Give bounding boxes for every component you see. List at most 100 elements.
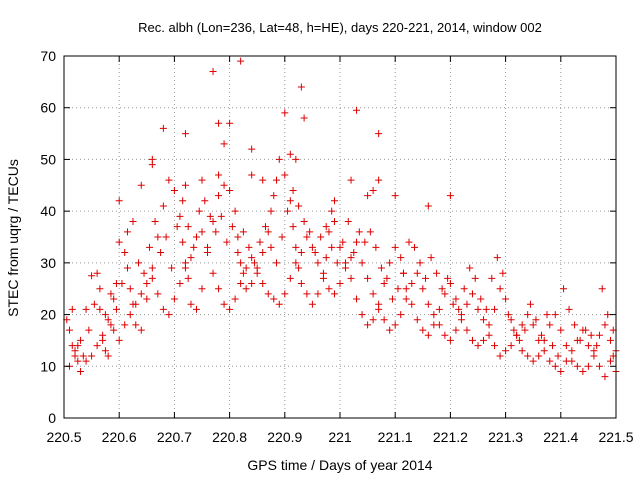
data-point (364, 321, 372, 329)
data-point (297, 83, 305, 91)
data-point (557, 367, 565, 375)
data-point (565, 305, 573, 313)
data-point (146, 243, 154, 251)
data-point (408, 300, 416, 308)
data-point (571, 321, 579, 329)
data-point (386, 326, 394, 334)
data-point (540, 347, 548, 355)
x-tick-label: 221.1 (378, 429, 413, 445)
data-point (198, 228, 206, 236)
data-point (584, 342, 592, 350)
data-point (485, 321, 493, 329)
data-point (270, 295, 278, 303)
data-point (206, 212, 214, 220)
data-point (344, 217, 352, 225)
data-point (339, 238, 347, 246)
data-point (364, 274, 372, 282)
data-point (212, 228, 220, 236)
data-point (369, 186, 377, 194)
data-point (173, 223, 181, 231)
data-point (308, 243, 316, 251)
data-point (226, 186, 234, 194)
data-point (121, 321, 129, 329)
data-point (319, 269, 327, 277)
data-point (491, 342, 499, 350)
x-tick-label: 221 (328, 429, 352, 445)
data-point (444, 274, 452, 282)
data-point (582, 326, 590, 334)
data-point (422, 274, 430, 282)
data-point (468, 290, 476, 298)
data-point (328, 207, 336, 215)
data-point (598, 285, 606, 293)
data-point (148, 274, 156, 282)
data-point (543, 311, 551, 319)
data-point (452, 295, 460, 303)
data-point (267, 207, 275, 215)
data-point (242, 264, 250, 272)
data-point (259, 176, 267, 184)
data-point (281, 290, 289, 298)
data-point (101, 311, 109, 319)
data-point (248, 145, 256, 153)
data-point (496, 285, 504, 293)
data-point (295, 264, 303, 272)
data-point (554, 352, 562, 360)
data-point (411, 243, 419, 251)
data-point (71, 347, 79, 355)
data-point (300, 217, 308, 225)
data-point (493, 254, 501, 262)
data-point (576, 336, 584, 344)
data-point (181, 130, 189, 138)
data-point (284, 207, 292, 215)
data-point (521, 326, 529, 334)
data-point (300, 114, 308, 122)
data-point (383, 274, 391, 282)
data-point (292, 243, 300, 251)
data-point (278, 233, 286, 241)
data-point (311, 249, 319, 257)
data-point (234, 233, 242, 241)
data-point (322, 254, 330, 262)
data-point (159, 124, 167, 132)
data-point (474, 342, 482, 350)
data-point (107, 321, 115, 329)
data-point (397, 311, 405, 319)
data-point (369, 316, 377, 324)
data-point (446, 336, 454, 344)
data-point (336, 243, 344, 251)
data-point (306, 228, 314, 236)
data-point (179, 197, 187, 205)
data-point (264, 290, 272, 298)
data-point (267, 243, 275, 251)
data-point (179, 238, 187, 246)
data-point (380, 316, 388, 324)
data-point (135, 259, 143, 267)
x-tick-label: 220.8 (212, 429, 247, 445)
data-point (535, 336, 543, 344)
data-point (502, 295, 510, 303)
data-point (449, 300, 457, 308)
y-tick-label: 20 (40, 307, 56, 323)
data-point (270, 192, 278, 200)
data-point (286, 197, 294, 205)
data-point (480, 316, 488, 324)
data-point (93, 342, 101, 350)
data-point (137, 290, 145, 298)
data-point (88, 352, 96, 360)
data-point (551, 362, 559, 370)
data-point (524, 352, 532, 360)
data-point (435, 305, 443, 313)
data-point (546, 357, 554, 365)
data-point (101, 347, 109, 355)
data-point (330, 197, 338, 205)
data-point (289, 223, 297, 231)
data-point (115, 238, 123, 246)
data-point (115, 197, 123, 205)
data-point (507, 316, 515, 324)
data-point (579, 367, 587, 375)
data-point (529, 357, 537, 365)
data-point (452, 326, 460, 334)
